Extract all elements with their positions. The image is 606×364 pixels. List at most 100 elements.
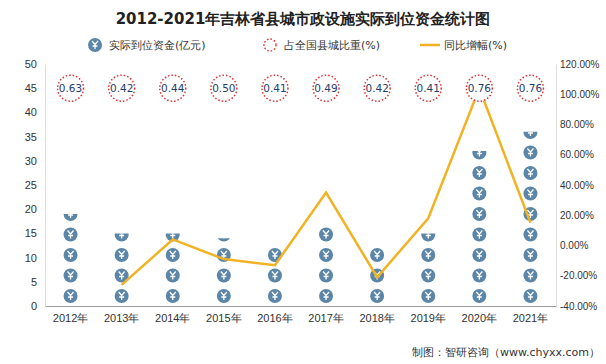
icon-circle bbox=[472, 289, 486, 303]
icon-glyph bbox=[527, 231, 533, 239]
icon-glyph bbox=[476, 231, 482, 239]
data-label: 0.41 bbox=[417, 82, 440, 94]
data-label: 0.42 bbox=[365, 82, 388, 94]
icon-glyph bbox=[170, 292, 176, 300]
icon-circle bbox=[523, 166, 537, 180]
y2-tick-label: 0.00% bbox=[560, 240, 588, 251]
x-tick: 2013年 bbox=[104, 306, 139, 324]
icon-glyph bbox=[527, 190, 533, 198]
y-tick: 40 bbox=[25, 106, 45, 118]
icon-glyph bbox=[476, 272, 482, 280]
x-tick: 2021年 bbox=[513, 306, 548, 324]
x-tick-label: 2013年 bbox=[104, 312, 139, 324]
icon-glyph bbox=[476, 251, 482, 259]
title: 2012-2021年吉林省县城市政设施实际到位资金统计图 bbox=[116, 10, 491, 28]
share-marker bbox=[517, 75, 543, 101]
data-label: 0.49 bbox=[314, 82, 337, 94]
y2-tick: -20.00% bbox=[556, 270, 597, 281]
icon-glyph bbox=[119, 251, 125, 259]
legend-item: 占全国县城比重(%) bbox=[264, 39, 380, 52]
icon-circle bbox=[370, 248, 384, 262]
x-axis: 2012年2013年2014年2015年2016年2017年2018年2019年… bbox=[46, 306, 557, 324]
icon-circle bbox=[421, 289, 435, 303]
y-axis-line bbox=[45, 65, 46, 307]
x-tick: 2014年 bbox=[155, 306, 190, 324]
x-tick-label: 2017年 bbox=[308, 312, 343, 324]
icon-circle bbox=[523, 187, 537, 201]
data-label: 0.41 bbox=[263, 82, 286, 94]
legend-label: 占全国县城比重(%) bbox=[284, 39, 380, 52]
y2-tick-label: -20.00% bbox=[560, 270, 597, 281]
icon-circle bbox=[472, 228, 486, 242]
y2-tick-label: 60.00% bbox=[560, 149, 594, 160]
icon-circle bbox=[523, 228, 537, 242]
icon-glyph bbox=[476, 190, 482, 198]
icon-glyph bbox=[119, 272, 125, 280]
icon-circle bbox=[217, 289, 231, 303]
icon-glyph bbox=[323, 231, 329, 239]
icon-circle bbox=[523, 146, 537, 160]
data-label: 0.63 bbox=[59, 82, 82, 94]
icon-glyph bbox=[374, 251, 380, 259]
y-tick-label: 25 bbox=[25, 179, 37, 191]
y2-tick: 100.00% bbox=[556, 89, 600, 100]
pictogram-bar bbox=[64, 214, 78, 303]
y-tick-label: 50 bbox=[25, 58, 37, 70]
pictogram-bar bbox=[472, 151, 486, 303]
legend-symbol bbox=[420, 44, 440, 47]
x-tick-label: 2020年 bbox=[462, 312, 497, 324]
x-tick: 2016年 bbox=[257, 306, 292, 324]
y-tick-label: 20 bbox=[25, 203, 37, 215]
chart: 2012-2021年吉林省县城市政设施实际到位资金统计图 2012年 2013年 20… bbox=[0, 0, 606, 364]
icon-glyph bbox=[170, 251, 176, 259]
y2-tick: 120.00% bbox=[556, 59, 600, 70]
icon-glyph bbox=[221, 272, 227, 280]
icon-circle bbox=[421, 248, 435, 262]
y-tick-label: 30 bbox=[25, 155, 37, 167]
data-label: 0.50 bbox=[212, 82, 235, 94]
y-tick: 35 bbox=[25, 131, 45, 143]
x-tick-label: 2014年 bbox=[155, 312, 190, 324]
icon-glyph bbox=[272, 292, 278, 300]
icon-glyph bbox=[323, 272, 329, 280]
y2-tick: 40.00% bbox=[556, 180, 594, 191]
icon-circle bbox=[217, 269, 231, 283]
share-marker bbox=[109, 75, 135, 101]
icon-glyph bbox=[323, 251, 329, 259]
icon-glyph bbox=[425, 233, 431, 238]
y2-tick-label: -40.00% bbox=[560, 301, 597, 312]
y2-tick-label: 20.00% bbox=[560, 210, 594, 221]
x-tick: 2019年 bbox=[411, 306, 446, 324]
y-tick-label: 10 bbox=[25, 252, 37, 264]
x-tick-label: 2018年 bbox=[359, 312, 394, 324]
icon-circle bbox=[115, 233, 129, 241]
pictogram-bar bbox=[319, 221, 333, 303]
pictogram-bar bbox=[217, 238, 231, 303]
y-tick: 50 bbox=[25, 58, 45, 70]
icon-glyph bbox=[68, 272, 74, 280]
icon-glyph bbox=[68, 251, 74, 259]
icon-circle bbox=[523, 269, 537, 283]
icon-circle bbox=[370, 289, 384, 303]
icon-glyph bbox=[476, 210, 482, 218]
y-tick: 5 bbox=[31, 276, 45, 288]
icon-circle bbox=[319, 289, 333, 303]
pictogram-bar bbox=[421, 233, 435, 303]
icon-glyph bbox=[68, 231, 74, 239]
icon-circle bbox=[472, 269, 486, 283]
icon-glyph bbox=[119, 233, 125, 238]
icon-circle bbox=[472, 187, 486, 201]
icon-glyph bbox=[170, 272, 176, 280]
icon-glyph bbox=[68, 292, 74, 300]
legend-item: 实际到位资金(亿元) bbox=[88, 38, 206, 52]
icon-circle bbox=[166, 269, 180, 283]
legend-label: 同比增幅(%) bbox=[444, 39, 507, 52]
y2-tick: 60.00% bbox=[556, 149, 594, 160]
x-tick: 2012年 bbox=[53, 306, 88, 324]
line bbox=[122, 88, 531, 285]
y-tick: 15 bbox=[25, 227, 45, 239]
y2-tick-label: 120.00% bbox=[560, 59, 600, 70]
icon-circle bbox=[166, 248, 180, 262]
share-marker bbox=[466, 75, 492, 101]
icon-glyph bbox=[170, 233, 176, 238]
